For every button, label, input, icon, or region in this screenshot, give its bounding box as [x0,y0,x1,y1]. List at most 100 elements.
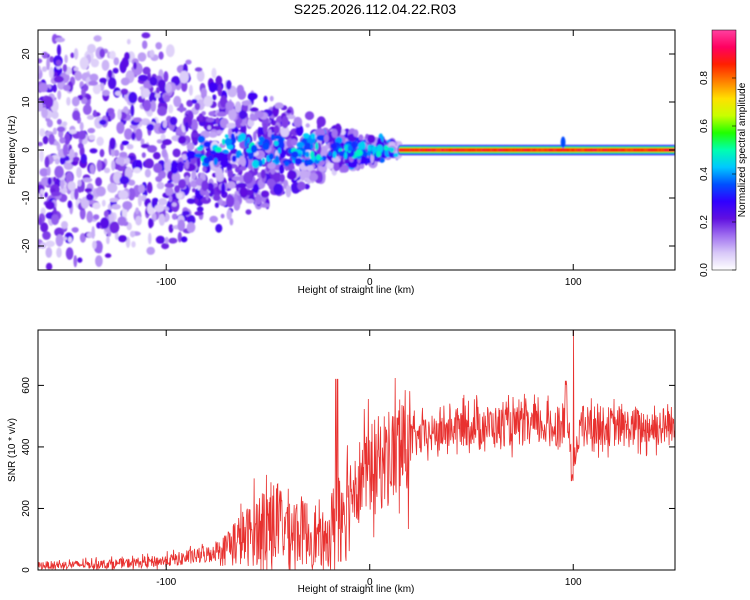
spectrogram-cell [196,146,203,151]
spectrogram-cell [299,169,307,181]
spectrogram-cell [46,166,51,176]
spectrogram-cell [45,240,55,248]
spectrogram-cell [219,96,228,108]
spectrogram-cell [310,133,316,140]
snr-y-tick-label: 600 [21,377,32,394]
spectrogram-cell [260,169,266,179]
spectrogram-cell [347,145,353,152]
spectrogram-cell [147,181,153,194]
spectrogram-cell [168,237,178,244]
spectrogram-cell [59,156,66,165]
spectrogram-cell [67,181,76,191]
spectrogram-cell [56,247,62,258]
spectrogram-cell [160,143,166,150]
spectrogram-cell [65,247,74,260]
spectrogram-cell [48,66,54,79]
spectrogram-cell [86,115,95,120]
spectrogram-cell [113,149,120,157]
spectrogram-cell [186,222,196,233]
spectrogram-cell [162,139,172,146]
colorbar-tick-label: 0.2 [699,215,710,229]
spectrogram-cell [118,190,129,200]
spectrogram-cell [260,203,270,208]
spectrogram-cell [177,219,186,232]
spectrogram-cell [209,215,218,223]
spectrogram-cell [355,149,363,157]
spectrogram-cell [321,155,327,162]
spectrogram-cell [560,136,566,149]
spectrogram-cell [135,128,143,142]
spectrogram-cell [208,131,218,138]
spectrogram-cell [131,241,136,248]
spectrogram-cell [269,95,274,102]
spectrogram-cell [225,101,235,111]
spectrogram-cell [56,44,62,56]
spectrogram-cell [119,151,128,158]
spectrogram-cell [343,151,348,160]
spectrogram-cell [118,235,127,243]
spectrogram-cell [154,93,161,99]
spectrogram-y-axis-label: Frequency (Hz) [7,116,18,185]
spectrogram-cell [112,67,119,74]
spectrogram-cell [120,88,129,96]
spectrogram-cell [44,192,48,198]
spectrogram-cell [120,143,124,151]
spectrogram-cell [138,74,149,82]
spectrogram-cell [44,96,54,108]
spectrogram-cell [301,158,305,163]
spectrogram-cell [161,243,170,250]
spectrogram-cell [170,161,179,174]
spectrogram-cell [96,186,106,197]
spectrogram-cell [109,221,120,234]
spectrogram-cell [206,117,215,123]
spectrogram-cell [186,99,193,107]
spectrogram-cell [372,148,377,154]
spectrogram-cell [73,255,78,268]
spectrogram-cell [111,160,116,171]
spectrogram-cell [210,150,217,155]
spectrogram-y-tick-label: 20 [21,48,32,60]
spectrogram-cell [333,162,340,172]
spectrogram-cell [214,202,219,208]
spectrogram-cell [120,77,130,86]
spectrogram-cell [141,32,151,39]
spectrogram-cell [92,202,101,210]
spectrogram-y-tick-label: 0 [21,147,32,153]
spectrogram-cell [185,159,190,170]
spectrogram-cell [226,144,234,150]
spectrogram-cell [143,99,152,112]
spectrogram-cell [315,128,326,138]
spectrogram-cell [176,192,183,200]
spectrogram-cell [45,201,55,210]
spectrogram-cell [252,183,259,194]
spectrogram-cell [78,130,87,140]
spectrogram-cell [248,92,258,100]
spectrogram-cell [148,92,157,104]
spectrogram-cell [304,111,315,121]
spectrogram-cell [38,82,48,93]
spectrogram-cell [309,172,318,182]
spectrogram-cell [196,69,205,82]
spectrogram-cell [87,43,96,54]
spectrogram-cell [338,151,345,157]
spectrogram-cell [121,140,129,146]
spectrogram-cell [56,118,62,125]
spectrogram-cell [52,84,57,93]
colorbar-label: Normalized spectral amplitude [737,82,748,217]
spectrogram-cell [316,134,327,141]
spectrogram-cell [216,111,227,117]
colorbar: 0.0 0.2 0.4 0.6 0.8 Normalized spectral ampl… [699,29,748,277]
spectrogram-cell [148,232,152,245]
spectrogram-cell [49,56,54,63]
spectrogram-cell [71,227,79,233]
spectrogram-cell [270,133,275,141]
spectrogram-cell [326,162,335,169]
spectrogram-cell [268,153,274,160]
spectrogram-cell [274,155,280,163]
spectrogram-cell [238,110,247,120]
spectrogram-cell [194,102,201,111]
spectrogram-cell [148,218,153,229]
spectrogram-cell [165,44,175,58]
spectrogram-cell [61,221,68,229]
